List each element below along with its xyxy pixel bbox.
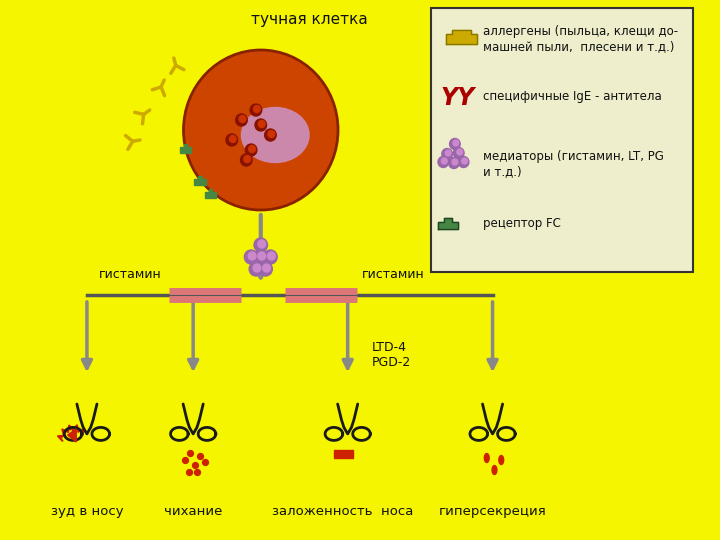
Circle shape [250, 104, 262, 116]
Circle shape [240, 154, 252, 166]
Circle shape [453, 140, 459, 146]
Text: зуд в носу: зуд в носу [50, 505, 123, 518]
Polygon shape [438, 218, 458, 229]
Text: гистамин: гистамин [362, 268, 425, 281]
Circle shape [264, 250, 277, 264]
Point [184, 449, 196, 457]
Circle shape [445, 150, 451, 156]
Circle shape [268, 131, 275, 138]
Text: тучная клетка: тучная клетка [251, 12, 367, 27]
Point [192, 468, 203, 476]
Ellipse shape [492, 465, 497, 475]
Text: рецептор FC: рецептор FC [483, 217, 561, 230]
Circle shape [226, 134, 238, 146]
Circle shape [254, 238, 268, 252]
Text: LTD-4
PGD-2: LTD-4 PGD-2 [372, 341, 411, 369]
Text: гистамин: гистамин [99, 268, 161, 281]
Circle shape [244, 156, 251, 163]
Polygon shape [446, 30, 477, 44]
Circle shape [248, 252, 256, 260]
Circle shape [258, 262, 272, 276]
Circle shape [244, 250, 258, 264]
Circle shape [255, 119, 266, 131]
Polygon shape [194, 176, 206, 185]
Point [189, 461, 201, 469]
Circle shape [239, 116, 246, 123]
Point [199, 458, 210, 467]
Circle shape [258, 240, 266, 248]
Circle shape [454, 147, 464, 159]
Circle shape [184, 50, 338, 210]
Circle shape [442, 148, 452, 159]
Text: чихание: чихание [164, 505, 222, 518]
Text: аллергены (пыльца, клещи до-
машней пыли,  плесени и т.д.): аллергены (пыльца, клещи до- машней пыли… [483, 25, 678, 53]
Circle shape [441, 158, 447, 164]
Text: заложенность  носа: заложенность носа [272, 505, 413, 518]
Circle shape [458, 157, 469, 167]
Circle shape [248, 145, 256, 152]
Circle shape [456, 149, 463, 155]
Circle shape [462, 158, 467, 164]
Circle shape [230, 136, 236, 143]
Circle shape [258, 120, 265, 127]
Circle shape [263, 264, 271, 272]
Circle shape [449, 158, 459, 168]
Circle shape [268, 252, 275, 260]
Polygon shape [68, 429, 76, 442]
Circle shape [246, 144, 257, 156]
Ellipse shape [241, 107, 309, 163]
Circle shape [235, 114, 247, 126]
Point [180, 456, 192, 464]
Ellipse shape [485, 454, 489, 462]
Circle shape [449, 138, 460, 150]
FancyBboxPatch shape [431, 8, 693, 272]
Circle shape [438, 157, 449, 167]
Circle shape [249, 262, 263, 276]
Circle shape [254, 250, 268, 264]
Polygon shape [179, 144, 192, 153]
Ellipse shape [499, 456, 504, 464]
Polygon shape [204, 189, 216, 198]
Circle shape [258, 252, 266, 260]
Text: YY: YY [441, 86, 474, 110]
Circle shape [265, 129, 276, 141]
Text: медиаторы (гистамин, LT, PG
и т.д.): медиаторы (гистамин, LT, PG и т.д.) [483, 150, 664, 178]
Point [194, 451, 206, 460]
Text: гиперсекреция: гиперсекреция [438, 505, 546, 518]
Text: специфичные IgE - антитела: специфичные IgE - антитела [483, 90, 662, 103]
Circle shape [253, 105, 261, 112]
Point [184, 468, 195, 476]
Circle shape [253, 264, 261, 272]
Circle shape [452, 159, 458, 165]
